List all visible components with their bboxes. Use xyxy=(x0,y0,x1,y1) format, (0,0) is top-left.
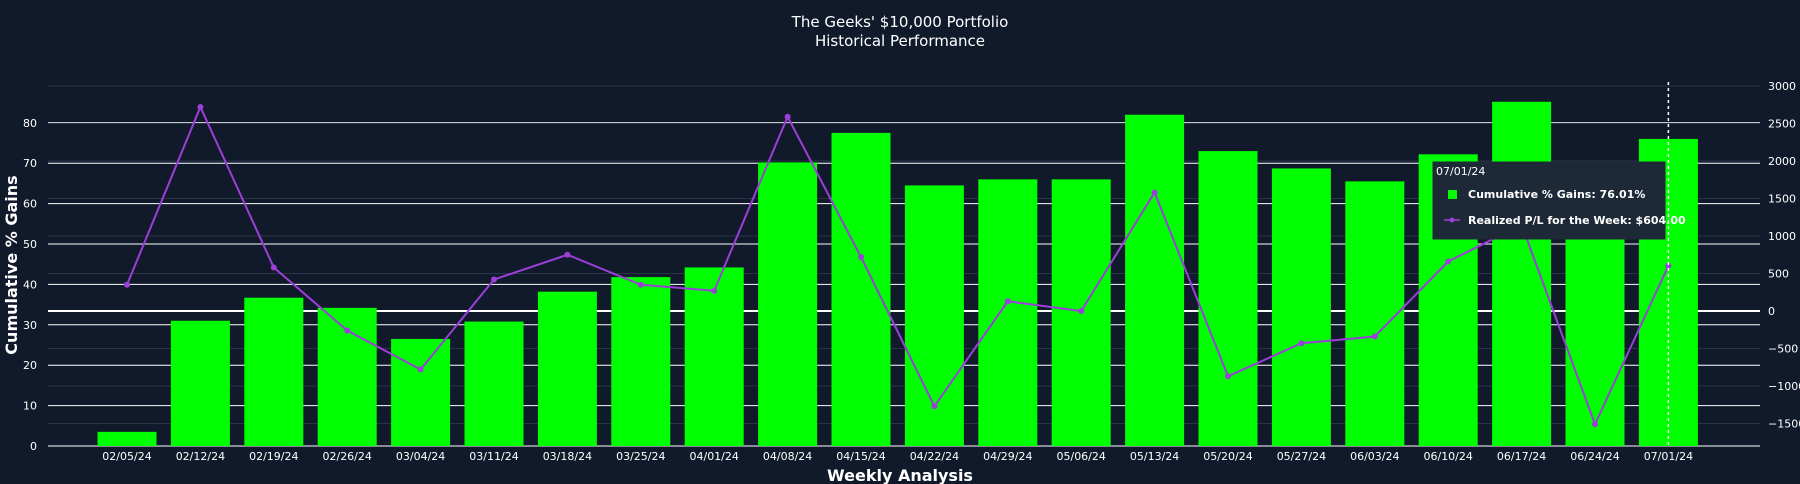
pl-point[interactable] xyxy=(1004,298,1011,305)
pl-point[interactable] xyxy=(417,366,424,373)
x-tick-label: 02/12/24 xyxy=(176,450,225,463)
right-tick-label: 500 xyxy=(1768,268,1789,281)
tooltip-line-pl: Realized P/L for the Week: $604.00 xyxy=(1468,214,1686,227)
right-tick-label: −1000 xyxy=(1768,380,1800,393)
chart-subtitle: Historical Performance xyxy=(815,32,985,50)
x-tick-label: 02/19/24 xyxy=(249,450,298,463)
x-tick-label: 04/29/24 xyxy=(983,450,1032,463)
pl-point[interactable] xyxy=(784,113,791,120)
left-tick-label: 70 xyxy=(23,157,37,170)
pl-line[interactable] xyxy=(126,104,1670,427)
tooltip-box xyxy=(1432,161,1666,240)
x-tick-label: 03/18/24 xyxy=(543,450,592,463)
right-tick-label: 1000 xyxy=(1768,230,1796,243)
pl-point[interactable] xyxy=(711,287,718,294)
pl-point[interactable] xyxy=(1225,373,1231,380)
bar[interactable] xyxy=(1198,151,1258,446)
bar[interactable] xyxy=(97,431,157,446)
bar[interactable] xyxy=(1492,101,1552,447)
x-tick-label: 03/11/24 xyxy=(469,450,518,463)
bar[interactable] xyxy=(1565,211,1625,446)
x-tick-label: 02/05/24 xyxy=(102,450,151,463)
pl-point[interactable] xyxy=(344,327,351,334)
tooltip-bar-swatch xyxy=(1448,190,1457,199)
pl-point[interactable] xyxy=(1078,308,1085,314)
pl-point[interactable] xyxy=(124,281,130,288)
bar-series[interactable] xyxy=(97,101,1698,447)
pl-point[interactable] xyxy=(637,281,644,288)
left-tick-label: 0 xyxy=(30,440,37,453)
pl-point[interactable] xyxy=(1665,262,1672,269)
bar[interactable] xyxy=(611,277,671,446)
pl-point[interactable] xyxy=(1151,189,1158,196)
y-axis-title: Cumulative % Gains xyxy=(2,175,21,354)
bar[interactable] xyxy=(170,320,230,446)
x-tick-label: 03/25/24 xyxy=(616,450,665,463)
x-tick-label: 04/15/24 xyxy=(836,450,885,463)
right-tick-label: −1500 xyxy=(1768,418,1800,431)
x-tick-label: 02/26/24 xyxy=(322,450,371,463)
bar[interactable] xyxy=(464,321,524,446)
hover-tooltip: 07/01/24 Cumulative % Gains: 76.01% Realiz… xyxy=(1432,82,1686,446)
bar[interactable] xyxy=(391,338,451,446)
x-tick-label: 04/08/24 xyxy=(763,450,812,463)
right-tick-label: 2000 xyxy=(1768,155,1796,168)
bar[interactable] xyxy=(1125,114,1185,446)
tooltip-header: 07/01/24 xyxy=(1436,165,1485,178)
pl-point[interactable] xyxy=(931,403,938,410)
right-tick-label: −500 xyxy=(1768,343,1798,356)
left-tick-label: 60 xyxy=(23,198,37,211)
bar[interactable] xyxy=(684,267,744,446)
left-tick-label: 30 xyxy=(23,319,37,332)
x-tick-label: 05/13/24 xyxy=(1130,450,1179,463)
bar[interactable] xyxy=(1271,168,1331,446)
right-tick-label: 2500 xyxy=(1768,118,1796,131)
pl-point[interactable] xyxy=(1445,258,1452,265)
x-tick-label: 06/03/24 xyxy=(1350,450,1399,463)
x-tick-label: 06/17/24 xyxy=(1497,450,1546,463)
x-tick-label: 04/22/24 xyxy=(910,450,959,463)
pl-point[interactable] xyxy=(270,264,277,271)
pl-point[interactable] xyxy=(1592,421,1598,428)
pl-point[interactable] xyxy=(1371,333,1378,340)
x-axis-title: Weekly Analysis xyxy=(827,466,973,484)
left-tick-label: 10 xyxy=(23,400,37,413)
bar[interactable] xyxy=(831,132,891,446)
right-tick-label: 0 xyxy=(1768,305,1775,318)
x-tick-label: 06/24/24 xyxy=(1570,450,1619,463)
left-tick-label: 80 xyxy=(23,117,37,130)
x-tick-label: 04/01/24 xyxy=(689,450,738,463)
bar[interactable] xyxy=(537,291,597,446)
bar[interactable] xyxy=(244,297,304,446)
bar[interactable] xyxy=(1345,181,1405,446)
left-tick-label: 40 xyxy=(23,278,37,291)
chart-title: The Geeks' $10,000 Portfolio xyxy=(791,13,1009,31)
right-tick-label: 1500 xyxy=(1768,193,1796,206)
x-tick-label: 05/20/24 xyxy=(1203,450,1252,463)
x-tick-label: 05/27/24 xyxy=(1277,450,1326,463)
bar[interactable] xyxy=(978,179,1038,447)
tooltip-line-gains: Cumulative % Gains: 76.01% xyxy=(1468,188,1645,201)
pl-point[interactable] xyxy=(858,254,864,260)
pl-point[interactable] xyxy=(197,104,204,110)
pl-point[interactable] xyxy=(564,251,571,258)
bar[interactable] xyxy=(758,162,818,446)
x-tick-label: 03/04/24 xyxy=(396,450,445,463)
x-tick-label: 05/06/24 xyxy=(1056,450,1105,463)
pl-point[interactable] xyxy=(1298,340,1305,347)
axis-ticks: 0 10 20 30 40 50 60 70 80 −1500 −1000 −500 0 500 1000 1… xyxy=(23,80,1800,463)
line-series[interactable] xyxy=(124,104,1672,428)
left-tick-label: 20 xyxy=(23,359,37,372)
left-tick-label: 50 xyxy=(23,238,37,251)
tooltip-line-swatch-dot xyxy=(1449,217,1455,223)
x-tick-label: 07/01/24 xyxy=(1644,450,1693,463)
pl-point[interactable] xyxy=(491,276,497,283)
x-tick-label: 06/10/24 xyxy=(1423,450,1472,463)
bar[interactable] xyxy=(904,185,964,447)
right-tick-label: 3000 xyxy=(1768,80,1796,93)
